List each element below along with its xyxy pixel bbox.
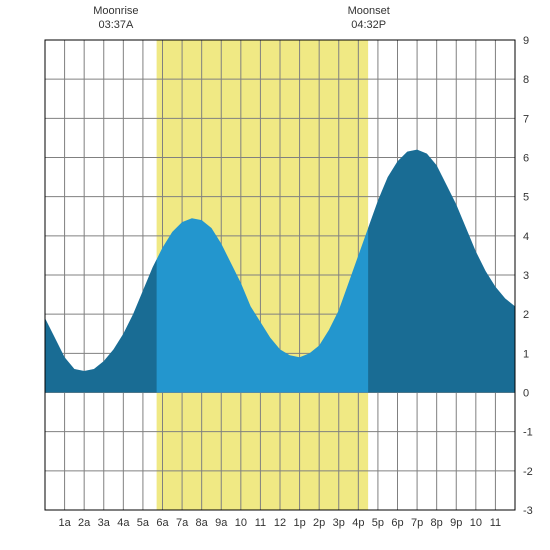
moonset-time: 04:32P: [351, 19, 386, 31]
y-tick-label: -2: [523, 466, 533, 478]
x-tick-label: 2p: [313, 517, 325, 529]
x-tick-label: 3a: [98, 517, 111, 529]
moonrise-label: Moonrise: [93, 5, 138, 17]
x-tick-label: 6a: [156, 517, 169, 529]
tide-chart: -3-2-101234567891a2a3a4a5a6a7a8a9a101112…: [0, 0, 550, 550]
x-tick-label: 5a: [137, 517, 150, 529]
x-tick-label: 6p: [391, 517, 403, 529]
x-tick-label: 2a: [78, 517, 91, 529]
x-tick-label: 10: [470, 517, 482, 529]
y-tick-label: 0: [523, 388, 529, 400]
x-tick-label: 8p: [431, 517, 443, 529]
moonset-label: Moonset: [348, 5, 390, 17]
x-tick-label: 1p: [293, 517, 305, 529]
x-tick-label: 1a: [58, 517, 71, 529]
x-tick-label: 12: [274, 517, 286, 529]
x-tick-label: 4a: [117, 517, 130, 529]
y-tick-label: -1: [523, 427, 533, 439]
x-tick-label: 8a: [196, 517, 209, 529]
x-tick-label: 10: [235, 517, 247, 529]
y-tick-label: 8: [523, 74, 529, 86]
x-tick-label: 5p: [372, 517, 384, 529]
x-tick-label: 4p: [352, 517, 364, 529]
y-tick-label: 9: [523, 35, 529, 47]
y-tick-label: -3: [523, 505, 533, 517]
y-tick-label: 7: [523, 113, 529, 125]
chart-svg: -3-2-101234567891a2a3a4a5a6a7a8a9a101112…: [0, 0, 550, 550]
night-overlay-right: [368, 150, 515, 393]
y-tick-label: 6: [523, 153, 529, 165]
y-tick-label: 3: [523, 270, 529, 282]
moonrise-time: 03:37A: [98, 19, 134, 31]
x-tick-label: 9p: [450, 517, 462, 529]
x-tick-label: 9a: [215, 517, 228, 529]
x-tick-label: 11: [490, 517, 501, 529]
night-overlay-left: [45, 259, 157, 392]
y-tick-label: 5: [523, 192, 529, 204]
y-tick-label: 1: [523, 348, 529, 360]
x-tick-label: 3p: [333, 517, 345, 529]
y-tick-label: 2: [523, 309, 529, 321]
x-tick-label: 11: [255, 517, 266, 529]
x-tick-label: 7a: [176, 517, 189, 529]
x-tick-label: 7p: [411, 517, 423, 529]
y-tick-label: 4: [523, 231, 529, 243]
